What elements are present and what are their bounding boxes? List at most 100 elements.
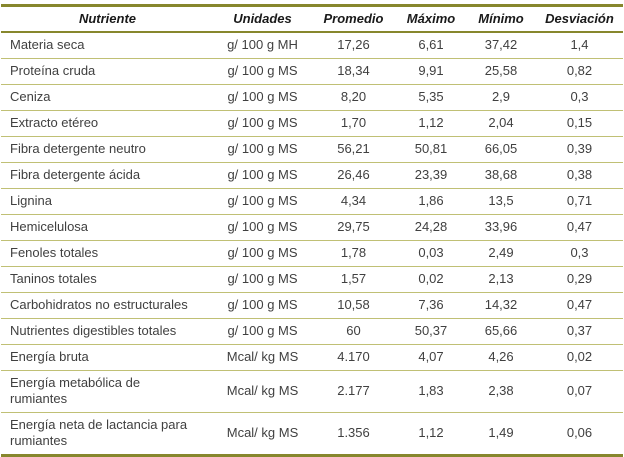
table-row: Nutrientes digestibles totales g/ 100 g M… — [1, 318, 623, 345]
promedio-cell: 60 — [311, 318, 396, 345]
minimo-cell: 2,38 — [466, 370, 536, 413]
table-body: Materia seca g/ 100 g MH 17,26 6,61 37,42 1,4… — [1, 32, 623, 456]
units-cell: Mcal/ kg MS — [214, 344, 311, 371]
promedio-cell: 1,70 — [311, 110, 396, 137]
table-row: Materia seca g/ 100 g MH 17,26 6,61 37,42 1,4 — [1, 32, 623, 59]
minimo-cell: 37,42 — [466, 32, 536, 59]
promedio-cell: 1,78 — [311, 240, 396, 267]
maximo-cell: 24,28 — [396, 214, 466, 241]
units-cell: Mcal/ kg MS — [226, 425, 299, 440]
minimo-cell: 2,49 — [466, 240, 536, 267]
desviacion-cell: 0,3 — [536, 240, 623, 267]
minimo-cell: 14,32 — [466, 292, 536, 319]
column-header-desviacion: Desviación — [536, 5, 623, 33]
table-row: Energía metabólica de rumiantes Mcal/ kg … — [1, 370, 623, 413]
table-row: Taninos totales g/ 100 g MS 1,57 0,02 2,13 0,… — [1, 266, 623, 293]
promedio-cell: 2.177 — [311, 370, 396, 413]
desviacion-cell: 0,07 — [536, 370, 623, 413]
desviacion-cell: 0,29 — [536, 266, 623, 293]
minimo-cell: 4,26 — [466, 344, 536, 371]
minimo-cell: 13,5 — [466, 188, 536, 215]
units-cell: g/ 100 g MH — [214, 32, 311, 59]
promedio-cell: 17,26 — [311, 32, 396, 59]
promedio-cell: 26,46 — [311, 162, 396, 189]
minimo-cell: 1,49 — [488, 425, 514, 440]
maximo-cell: 1,12 — [418, 425, 444, 440]
promedio-cell: 10,58 — [311, 292, 396, 319]
units-cell: g/ 100 g MS — [214, 214, 311, 241]
maximo-cell: 0,03 — [396, 240, 466, 267]
nutrient-name-cell: Proteína cruda — [1, 58, 214, 85]
table-row: Carbohidratos no estructurales g/ 100 g M… — [1, 292, 623, 319]
minimo-cell: 2,13 — [466, 266, 536, 293]
nutrient-name-cell: Fibra detergente neutro — [1, 136, 214, 163]
table-header: Nutriente Unidades Promedio Máximo Mínim… — [1, 5, 623, 33]
table-row: Fibra detergente neutro g/ 100 g MS 56,21 5… — [1, 136, 623, 163]
minimo-cell: 66,05 — [466, 136, 536, 163]
desviacion-cell: 0,3 — [536, 84, 623, 111]
maximo-cell: 5,35 — [396, 84, 466, 111]
nutrient-name-cell: Fibra detergente ácida — [1, 162, 214, 189]
units-cell: g/ 100 g MS — [214, 136, 311, 163]
promedio-cell: 1.356 — [337, 425, 370, 440]
minimo-cell: 33,96 — [466, 214, 536, 241]
promedio-cell: 8,20 — [311, 84, 396, 111]
nutrient-name-cell: Extracto etéreo — [1, 110, 214, 137]
units-cell: g/ 100 g MS — [214, 58, 311, 85]
desviacion-cell: 0,15 — [536, 110, 623, 137]
promedio-cell: 4,34 — [311, 188, 396, 215]
promedio-cell: 4.170 — [311, 344, 396, 371]
desviacion-cell: 1,4 — [536, 32, 623, 59]
maximo-cell: 6,61 — [396, 32, 466, 59]
desviacion-cell: 0,38 — [536, 162, 623, 189]
table-row: Energía neta de lactancia para rumiantes… — [1, 413, 623, 456]
nutrient-name-cell: Ceniza — [1, 84, 214, 111]
units-cell: g/ 100 g MS — [214, 110, 311, 137]
units-cell: g/ 100 g MS — [214, 84, 311, 111]
units-cell: g/ 100 g MS — [214, 240, 311, 267]
maximo-cell: 7,36 — [396, 292, 466, 319]
table-row: Fenoles totales g/ 100 g MS 1,78 0,03 2,49 0,… — [1, 240, 623, 267]
units-cell: g/ 100 g MS — [214, 292, 311, 319]
maximo-cell: 50,37 — [396, 318, 466, 345]
table-row: Lignina g/ 100 g MS 4,34 1,86 13,5 0,71 — [1, 188, 623, 215]
desviacion-cell: 0,47 — [536, 214, 623, 241]
nutrient-name-cell: Hemicelulosa — [1, 214, 214, 241]
table-row: Ceniza g/ 100 g MS 8,20 5,35 2,9 0,3 — [1, 84, 623, 111]
promedio-cell: 1,57 — [311, 266, 396, 293]
minimo-cell: 65,66 — [466, 318, 536, 345]
nutrient-name-cell: Energía metabólica de rumiantes — [1, 370, 214, 413]
maximo-cell: 9,91 — [396, 58, 466, 85]
desviacion-cell: 0,37 — [536, 318, 623, 345]
desviacion-cell: 0,39 — [536, 136, 623, 163]
table-row: Extracto etéreo g/ 100 g MS 1,70 1,12 2,04 0,… — [1, 110, 623, 137]
minimo-cell: 2,04 — [466, 110, 536, 137]
nutrient-table: Nutriente Unidades Promedio Máximo Mínim… — [1, 4, 623, 457]
column-header-unidades: Unidades — [214, 5, 311, 33]
header-row: Nutriente Unidades Promedio Máximo Mínim… — [1, 5, 623, 33]
maximo-cell: 4,07 — [396, 344, 466, 371]
column-header-nutriente: Nutriente — [1, 5, 214, 33]
nutrient-name-cell: Fenoles totales — [1, 240, 214, 267]
minimo-cell: 25,58 — [466, 58, 536, 85]
maximo-cell: 50,81 — [396, 136, 466, 163]
table-row: Proteína cruda g/ 100 g MS 18,34 9,91 25,58 0… — [1, 58, 623, 85]
units-cell: g/ 100 g MS — [214, 188, 311, 215]
desviacion-cell: 0,06 — [566, 425, 593, 440]
maximo-cell: 23,39 — [396, 162, 466, 189]
table-row: Energía bruta Mcal/ kg MS 4.170 4,07 4,26 0,0… — [1, 344, 623, 371]
desviacion-cell: 0,47 — [536, 292, 623, 319]
promedio-cell: 56,21 — [311, 136, 396, 163]
nutrient-name-cell: Nutrientes digestibles totales — [1, 318, 214, 345]
minimo-cell: 38,68 — [466, 162, 536, 189]
nutrient-name-cell: Energía bruta — [1, 344, 214, 371]
nutrient-name-cell: Energía neta de lactancia para rumiantes — [10, 417, 188, 448]
units-cell: g/ 100 g MS — [214, 266, 311, 293]
promedio-cell: 29,75 — [311, 214, 396, 241]
maximo-cell: 1,12 — [396, 110, 466, 137]
units-cell: g/ 100 g MS — [214, 162, 311, 189]
minimo-cell: 2,9 — [466, 84, 536, 111]
maximo-cell: 0,02 — [396, 266, 466, 293]
maximo-cell: 1,83 — [396, 370, 466, 413]
